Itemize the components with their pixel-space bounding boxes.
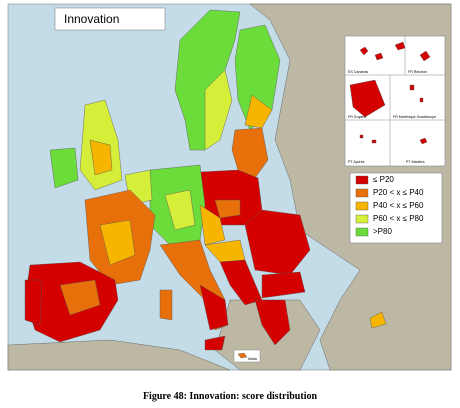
legend-swatch xyxy=(355,201,369,211)
inset-label: PT Açores xyxy=(348,160,365,164)
inset-panel xyxy=(344,35,446,167)
title-box xyxy=(54,7,166,31)
inset-label: FR Martinique Guadeloupe xyxy=(393,115,436,119)
inset-label: FR Réunion xyxy=(408,70,427,74)
legend-label: P20 < x ≤ P40 xyxy=(373,188,424,197)
malta-box xyxy=(233,349,261,363)
legend-swatch xyxy=(355,227,369,237)
legend-label: P40 < x ≤ P60 xyxy=(373,201,424,210)
inset-label: PT Madeira xyxy=(406,160,425,164)
inset-label: FR Guyane xyxy=(348,115,366,119)
inset-label: ES Canarias xyxy=(348,70,368,74)
legend-swatch xyxy=(355,188,369,198)
malta-shape xyxy=(237,352,248,359)
eu-regions xyxy=(24,9,387,351)
legend-label: ≤ P20 xyxy=(373,175,394,184)
inset-label: Malta xyxy=(248,357,257,361)
legend-swatch xyxy=(355,175,369,185)
caption: Figure 48: Innovation: score distributio… xyxy=(143,391,318,402)
legend-label: P60 < x ≤ P80 xyxy=(373,214,424,223)
legend-swatch xyxy=(355,214,369,224)
legend-label: >P80 xyxy=(373,227,392,236)
legend: ≤ P20 P20 < x ≤ P40 P40 < x ≤ P60 P60 < x ≤… xyxy=(355,175,424,237)
map-title: Innovation xyxy=(64,12,119,26)
